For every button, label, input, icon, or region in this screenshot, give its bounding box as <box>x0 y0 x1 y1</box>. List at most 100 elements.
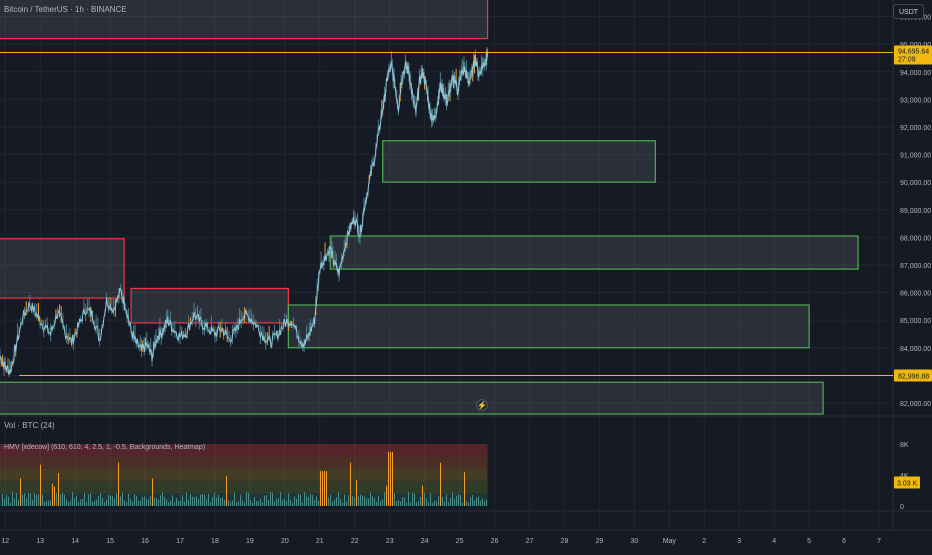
volume-bar <box>474 500 475 506</box>
demand-zone <box>329 235 859 270</box>
volume-bar <box>350 462 351 506</box>
volume-bar <box>206 499 207 506</box>
volume-bar <box>464 472 465 506</box>
volume-bar <box>380 501 381 506</box>
volume-bar <box>248 492 249 506</box>
volume-bar <box>344 494 345 506</box>
volume-bar <box>104 502 105 506</box>
volume-bar <box>152 478 153 506</box>
volume-bar <box>90 493 91 506</box>
volume-bar <box>88 494 89 506</box>
price-tick-label: 82,000.00 <box>900 401 931 408</box>
volume-bar <box>20 478 21 506</box>
time-tick-label: May <box>663 538 677 545</box>
volume-bar <box>372 496 373 506</box>
volume-bar <box>198 498 199 506</box>
time-axis: 12 13 14 15 16 17 18 19 20 21 22 23 24 25 26 27 28 29 30 Ma… <box>1 538 881 545</box>
volume-bar <box>288 493 289 506</box>
volume-bar <box>122 492 123 506</box>
volume-bar <box>234 492 235 506</box>
time-tick-label: 20 <box>281 538 289 545</box>
time-tick-label: 26 <box>491 538 499 545</box>
volume-bar <box>258 501 259 506</box>
volume-bar <box>210 502 211 506</box>
volume-bar <box>82 498 83 506</box>
volume-bar <box>70 500 71 506</box>
time-tick-label: 19 <box>246 538 254 545</box>
volume-bar <box>310 494 311 506</box>
price-tick-label: 91,000.00 <box>900 153 931 160</box>
volume-bar <box>178 500 179 506</box>
volume-bar <box>8 496 9 506</box>
volume-bar <box>192 496 193 506</box>
volume-bar <box>484 501 485 506</box>
volume-bar <box>22 494 23 506</box>
volume-bar <box>406 502 407 506</box>
volume-bar <box>456 496 457 506</box>
volume-bar <box>486 499 487 506</box>
volume-bar <box>214 492 215 506</box>
volume-bar <box>92 501 93 506</box>
volume-bar <box>374 498 375 506</box>
volume-bar <box>228 500 229 506</box>
volume-bar <box>44 501 45 506</box>
volume-bar <box>130 499 131 506</box>
volume-bar <box>72 492 73 506</box>
volume-bar <box>204 494 205 506</box>
volume-bar <box>194 497 195 506</box>
volume-bar <box>458 494 459 506</box>
volume-bar <box>94 500 95 506</box>
time-tick-label: 16 <box>141 538 149 545</box>
volume-bar <box>290 499 291 506</box>
volume-bar <box>120 496 121 506</box>
volume-bar <box>312 495 313 506</box>
volume-bar <box>108 495 109 506</box>
time-tick-label: 6 <box>842 538 846 545</box>
volume-bar <box>386 485 387 506</box>
supply-zone <box>130 287 289 324</box>
heatmap-band <box>0 481 488 494</box>
volume-bar <box>314 500 315 506</box>
time-tick-label: 25 <box>456 538 464 545</box>
volume-bar <box>76 496 77 506</box>
volume-bar <box>370 492 371 506</box>
support-level-badge <box>894 369 932 382</box>
volume-bar <box>134 494 135 506</box>
time-tick-label: 2 <box>702 538 706 545</box>
volume-bar <box>224 499 225 506</box>
volume-bar <box>156 498 157 506</box>
volume-bar <box>114 498 115 506</box>
volume-bar <box>222 497 223 506</box>
volume-bar <box>444 501 445 506</box>
volume-bar <box>356 480 357 506</box>
volume-bar <box>174 502 175 506</box>
volume-bar <box>368 498 369 506</box>
volume-bar <box>142 496 143 506</box>
volume-bar <box>382 499 383 506</box>
volume-bar <box>36 494 37 506</box>
volume-bar <box>354 497 355 506</box>
volume-bar <box>48 500 49 506</box>
symbol-title: Bitcoin / TetherUS · 1h · BINANCE <box>4 5 127 14</box>
volume-bar <box>96 499 97 506</box>
volume-bar <box>308 497 309 506</box>
volume-bar <box>84 492 85 506</box>
time-tick-label: 13 <box>36 538 44 545</box>
price-tick-label: 86,000.00 <box>900 291 931 298</box>
volume-bar <box>216 497 217 506</box>
volume-bar <box>164 496 165 506</box>
volume-bar <box>342 502 343 506</box>
volume-bar <box>468 502 469 506</box>
volume-bar <box>218 494 219 506</box>
volume-bar <box>304 492 305 506</box>
lightning-icon[interactable]: ⚡ <box>476 399 488 411</box>
volume-bar <box>302 502 303 506</box>
volume-bar <box>150 495 151 506</box>
volume-bar <box>240 494 241 506</box>
volume-bar <box>396 501 397 506</box>
volume-bar <box>404 497 405 506</box>
volume-bar <box>200 494 201 506</box>
currency-button[interactable]: USDT <box>893 4 924 19</box>
